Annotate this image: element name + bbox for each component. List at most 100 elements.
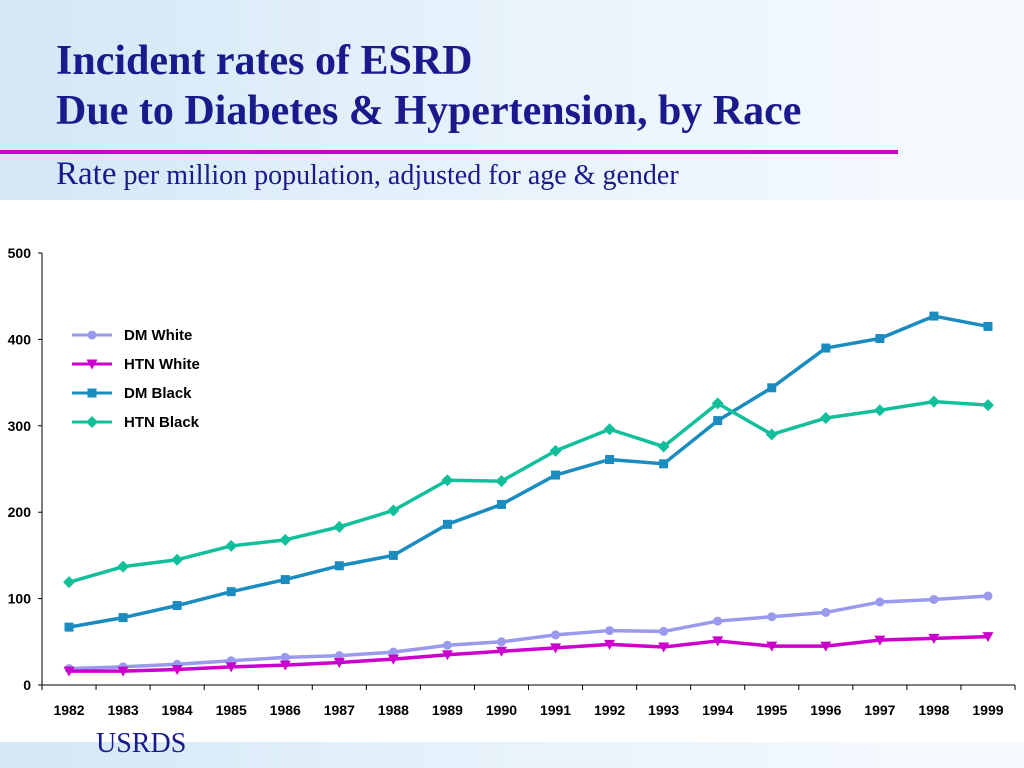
data-point-dm-black bbox=[496, 499, 506, 509]
data-point-dm-black bbox=[659, 459, 669, 469]
series-line-htn-black bbox=[68, 399, 989, 584]
y-tick-label: 100 bbox=[8, 591, 32, 607]
data-point-dm-white bbox=[496, 637, 506, 647]
data-point-htn-white bbox=[171, 664, 183, 675]
data-point-htn-black bbox=[117, 560, 130, 573]
data-point-htn-white bbox=[495, 646, 507, 657]
data-point-dm-black bbox=[334, 561, 344, 571]
data-point-dm-black bbox=[118, 613, 128, 623]
data-point-dm-white bbox=[713, 616, 723, 626]
data-point-htn-white bbox=[658, 642, 670, 653]
legend-label-htn-white: HTN White bbox=[124, 356, 200, 373]
data-point-dm-black bbox=[821, 343, 831, 353]
x-tick-label: 1982 bbox=[53, 702, 84, 718]
legend-label-htn-black: HTN Black bbox=[124, 414, 200, 431]
data-point-dm-white bbox=[442, 640, 452, 650]
data-point-htn-white bbox=[279, 660, 291, 671]
subtitle-rest: per million population, adjusted for age… bbox=[116, 160, 679, 191]
y-tick-label: 200 bbox=[8, 504, 32, 520]
series-line-dm-black bbox=[68, 314, 989, 629]
data-point-htn-black bbox=[225, 539, 238, 552]
data-point-htn-white bbox=[225, 662, 237, 673]
data-point-dm-black bbox=[551, 470, 561, 480]
data-point-dm-black bbox=[875, 334, 885, 344]
title-line-2: Due to Diabetes & Hypertension, by Race bbox=[56, 88, 802, 134]
data-point-htn-black bbox=[873, 404, 886, 417]
data-point-htn-black bbox=[63, 576, 76, 589]
y-tick-label: 300 bbox=[8, 418, 32, 434]
data-point-htn-white bbox=[982, 632, 994, 643]
data-point-htn-white bbox=[604, 639, 616, 650]
data-point-htn-white bbox=[63, 666, 75, 677]
data-point-dm-white bbox=[551, 630, 561, 640]
legend-marker-dm-black bbox=[87, 388, 97, 398]
data-point-dm-white bbox=[605, 626, 615, 636]
slide-subtitle: Rate per million population, adjusted fo… bbox=[56, 154, 679, 200]
data-point-htn-black bbox=[603, 423, 616, 436]
data-point-dm-white bbox=[929, 594, 939, 604]
data-point-dm-white bbox=[334, 651, 344, 661]
footer-background bbox=[0, 742, 1024, 768]
data-point-dm-black bbox=[605, 454, 615, 464]
data-point-htn-black bbox=[495, 475, 508, 488]
data-point-htn-white bbox=[387, 654, 399, 665]
data-point-dm-white bbox=[280, 652, 290, 662]
data-point-dm-black bbox=[767, 383, 777, 393]
data-point-dm-black bbox=[64, 622, 74, 632]
data-point-htn-white bbox=[766, 641, 778, 652]
series-line-htn-white bbox=[69, 634, 989, 673]
data-point-htn-black bbox=[441, 474, 454, 487]
data-point-htn-black bbox=[711, 397, 724, 410]
source-label: USRDS bbox=[96, 728, 187, 759]
y-tick-label: 500 bbox=[8, 245, 32, 261]
data-point-htn-black bbox=[765, 428, 778, 441]
data-point-htn-black bbox=[387, 504, 400, 517]
x-tick-label: 1997 bbox=[864, 702, 895, 718]
x-tick-label: 1999 bbox=[972, 702, 1003, 718]
title-divider bbox=[0, 150, 898, 154]
data-point-htn-white bbox=[441, 650, 453, 661]
data-point-dm-white bbox=[875, 597, 885, 607]
data-point-dm-white bbox=[821, 607, 831, 617]
x-tick-label: 1995 bbox=[756, 702, 787, 718]
header-background bbox=[0, 0, 1024, 200]
data-point-htn-black bbox=[981, 399, 994, 412]
x-tick-label: 1990 bbox=[486, 702, 517, 718]
x-tick-label: 1991 bbox=[540, 702, 571, 718]
data-point-dm-black bbox=[929, 311, 939, 321]
x-tick-label: 1985 bbox=[216, 702, 247, 718]
data-point-htn-white bbox=[712, 636, 724, 647]
data-point-htn-white bbox=[550, 643, 562, 654]
x-tick-label: 1998 bbox=[918, 702, 949, 718]
data-point-dm-black bbox=[442, 519, 452, 529]
y-tick-label: 400 bbox=[8, 331, 32, 347]
x-tick-label: 1984 bbox=[162, 702, 193, 718]
legend-marker-dm-white bbox=[87, 330, 97, 340]
data-point-htn-black bbox=[819, 412, 832, 425]
data-point-htn-black bbox=[657, 440, 670, 453]
data-point-dm-black bbox=[226, 587, 236, 597]
data-point-dm-black bbox=[983, 321, 993, 331]
data-point-htn-white bbox=[820, 641, 832, 652]
legend-marker-htn-white bbox=[86, 359, 98, 370]
x-tick-label: 1994 bbox=[702, 702, 733, 718]
data-point-dm-black bbox=[172, 601, 182, 611]
data-point-htn-black bbox=[927, 395, 940, 408]
legend-marker-htn-black bbox=[86, 416, 98, 428]
data-point-htn-black bbox=[549, 444, 562, 457]
x-tick-label: 1986 bbox=[270, 702, 301, 718]
data-point-dm-white bbox=[659, 626, 669, 636]
x-tick-label: 1983 bbox=[108, 702, 139, 718]
x-tick-label: 1988 bbox=[378, 702, 409, 718]
data-point-htn-white bbox=[117, 666, 129, 677]
slide-title: Incident rates of ESRD Due to Diabetes &… bbox=[56, 36, 801, 136]
data-point-htn-white bbox=[874, 635, 886, 646]
title-line-1: Incident rates of ESRD bbox=[56, 38, 473, 84]
data-point-dm-black bbox=[280, 575, 290, 585]
data-point-dm-white bbox=[983, 591, 993, 601]
data-point-dm-white bbox=[388, 647, 398, 657]
data-point-htn-black bbox=[279, 533, 292, 546]
x-tick-label: 1992 bbox=[594, 702, 625, 718]
y-tick-label: 0 bbox=[23, 677, 31, 693]
